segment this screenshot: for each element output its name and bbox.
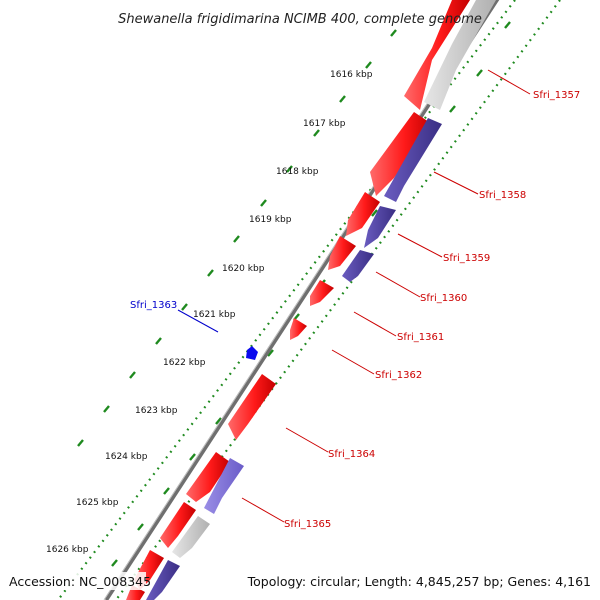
- genome-summary-text: Topology: circular; Length: 4,845,257 bp…: [247, 574, 591, 589]
- gene-label-sfri-1364[interactable]: Sfri_1364: [328, 449, 375, 460]
- scale-label: 1620 kbp: [222, 264, 265, 274]
- cds-forward: [404, 0, 470, 110]
- genome-title: Shewanella frigidimarina NCIMB 400, comp…: [118, 12, 482, 27]
- feature-other: [172, 516, 210, 558]
- cds-forward: [346, 192, 380, 236]
- footer-right-bg: [258, 572, 594, 590]
- scale-label: 1622 kbp: [163, 358, 206, 368]
- cds-forward: [290, 318, 307, 340]
- cds-marker-sfri-1363: [246, 346, 258, 360]
- cds-reverse-light: [204, 458, 244, 514]
- gene-label-sfri-1362[interactable]: Sfri_1362: [375, 370, 422, 381]
- scale-label: 1617 kbp: [303, 119, 346, 129]
- cds-reverse: [364, 206, 396, 248]
- feature-track: [126, 0, 496, 600]
- cds-reverse: [146, 560, 180, 600]
- scale-label: 1621 kbp: [193, 310, 236, 320]
- cds-forward: [228, 374, 276, 440]
- cds-forward: [160, 502, 196, 548]
- scale-label: 1624 kbp: [105, 452, 148, 462]
- scale-label: 1616 kbp: [330, 70, 373, 80]
- cds-reverse: [342, 250, 374, 282]
- gene-label-sfri-1357[interactable]: Sfri_1357: [533, 90, 580, 101]
- feature-other: [424, 0, 496, 110]
- gene-label-sfri-1359[interactable]: Sfri_1359: [443, 253, 490, 264]
- gene-label-sfri-1358[interactable]: Sfri_1358: [479, 190, 526, 201]
- cds-reverse: [384, 118, 442, 202]
- accession-text: Accession: NC_008345: [9, 574, 151, 589]
- scale-label: 1623 kbp: [135, 406, 178, 416]
- gene-label-sfri-1363[interactable]: Sfri_1363: [130, 300, 177, 311]
- label-connectors: [177, 69, 531, 523]
- footer-left-bg: [6, 572, 146, 590]
- scale-label: 1618 kbp: [276, 167, 319, 177]
- cds-forward: [328, 236, 356, 270]
- gene-label-sfri-1360[interactable]: Sfri_1360: [420, 293, 467, 304]
- gene-label-sfri-1361[interactable]: Sfri_1361: [397, 332, 444, 343]
- scale-label: 1625 kbp: [76, 498, 119, 508]
- cds-forward: [370, 112, 432, 196]
- scale-label: 1619 kbp: [249, 215, 292, 225]
- cds-forward: [186, 452, 230, 502]
- gene-label-sfri-1365[interactable]: Sfri_1365: [284, 519, 331, 530]
- cds-forward: [310, 280, 334, 306]
- scale-label: 1626 kbp: [46, 545, 89, 555]
